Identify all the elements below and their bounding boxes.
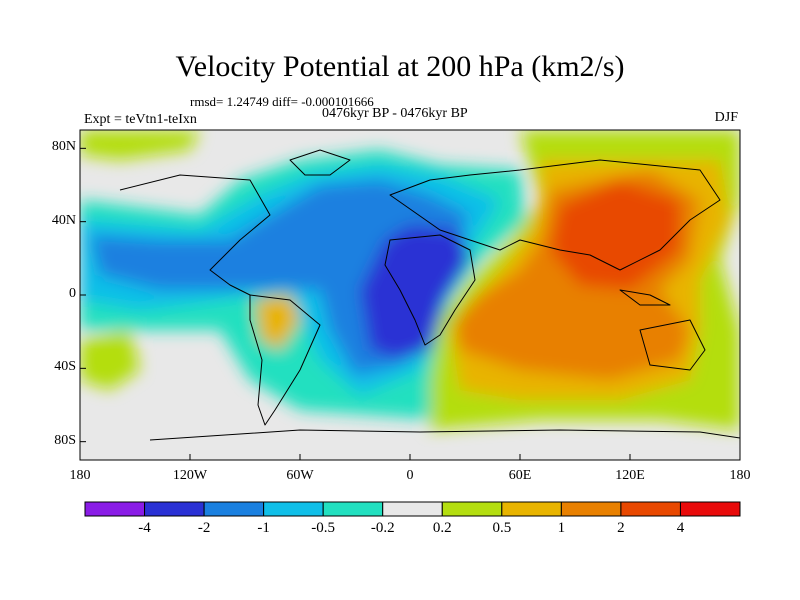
colorbar-label: 2	[617, 520, 625, 536]
y-tick-label: 40S	[54, 359, 76, 375]
colorbar-label: 0.2	[432, 520, 452, 536]
colorbar-label: -1	[257, 520, 270, 536]
season-label: DJF	[714, 110, 738, 125]
colorbar-swatch	[679, 501, 741, 517]
colorbar-swatch	[263, 501, 324, 517]
colorbar-label: 4	[676, 520, 685, 536]
y-tick-label: 80N	[51, 139, 76, 155]
x-tick-label: 60W	[286, 468, 314, 483]
x-tick-label: 180	[69, 468, 91, 483]
colorbar-swatch	[620, 501, 681, 517]
x-tick-label: 120E	[615, 468, 645, 483]
y-tick-label: 0	[69, 286, 76, 301]
colorbar-label: 1	[557, 520, 566, 536]
colorbar-label: -2	[197, 520, 211, 536]
colorbar-swatch	[84, 501, 146, 517]
x-tick-label: 0	[406, 468, 414, 483]
colorbar-label: -4	[138, 520, 151, 536]
colorbar	[84, 501, 741, 517]
experiment-label: Expt = teVtn1-teIxn	[84, 112, 197, 127]
colorbar-swatch	[144, 501, 205, 517]
map-title: Velocity Potential at 200 hPa (km2/s)	[175, 50, 625, 83]
period-label: 0476kyr BP - 0476kyr BP	[322, 106, 468, 121]
colorbar-label: -0.5	[311, 520, 336, 536]
x-tick-label: 60E	[508, 468, 532, 483]
colorbar-label: -0.2	[370, 520, 395, 536]
contour-field	[80, 130, 740, 460]
y-tick-label: 80S	[54, 432, 76, 448]
x-tick-label: 120W	[172, 468, 208, 483]
colorbar-swatch	[322, 501, 384, 517]
x-tick-label: 180	[729, 468, 751, 483]
colorbar-swatch	[441, 501, 503, 517]
y-tick-label: 40N	[51, 212, 76, 228]
stats-text: rmsd= 1.24749 diff= -0.000101666	[190, 94, 374, 109]
coastlines	[119, 149, 740, 441]
colorbar-swatch	[501, 501, 562, 517]
colorbar-swatch	[382, 501, 443, 517]
colorbar-label: 0.5	[492, 520, 512, 536]
colorbar-swatch	[203, 501, 265, 517]
colorbar-swatch	[560, 501, 622, 517]
